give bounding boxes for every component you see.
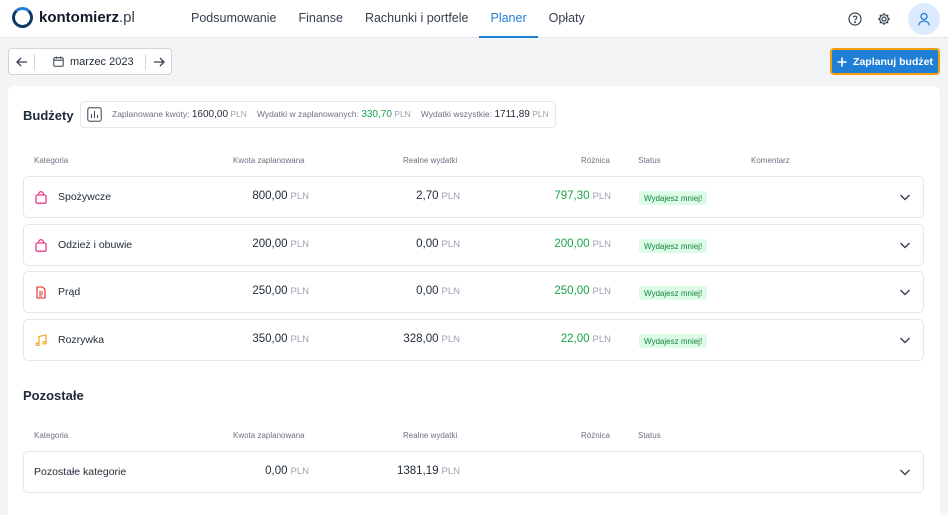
divider	[34, 53, 35, 70]
arrow-left-icon	[15, 57, 27, 66]
nav-rachunki-i-portfele[interactable]: Rachunki i portfele	[364, 11, 469, 25]
arrow-right-icon	[153, 57, 165, 66]
planned-amount: 800,00 PLN	[252, 190, 309, 202]
others-table-header: Kategoria Kwota zaplanowana Realne wydat…	[23, 431, 924, 445]
planned-amount: 0,00 PLN	[265, 465, 309, 477]
category-name: Prąd	[58, 286, 81, 298]
budget-summary: Zaplanowane kwoty: 1600,00 PLN Wydatki w…	[80, 101, 556, 128]
planned-amount: 250,00 PLN	[252, 285, 309, 297]
nav-planer[interactable]: Planer	[479, 0, 538, 38]
budget-row-rozrywka[interactable]: Rozrywka 350,00 PLN 328,00 PLN 22,00 PLN Wy…	[23, 319, 924, 361]
next-month-button[interactable]	[146, 49, 171, 74]
actual-amount: 0,00 PLN	[416, 285, 460, 297]
plus-icon	[837, 57, 847, 66]
logo-text: kontomierz.pl	[39, 9, 135, 26]
logo[interactable]: kontomierz.pl	[12, 7, 135, 28]
column-actual: Realne wydatki	[403, 156, 458, 165]
document-icon	[35, 286, 47, 299]
others-title: Pozostałe	[23, 388, 84, 403]
planned-value: 1600,00	[191, 109, 229, 120]
logo-icon	[12, 7, 33, 28]
column-category: Kategoria	[34, 156, 69, 165]
nav-oplaty[interactable]: Opłaty	[548, 11, 585, 25]
column-actual: Realne wydatki	[403, 431, 458, 440]
category-name: Odzież i obuwie	[58, 239, 133, 251]
top-icons	[848, 0, 948, 38]
plan-budget-label: Zaplanuj budżet	[853, 55, 933, 68]
divider	[145, 53, 146, 70]
category-name: Spożywcze	[58, 191, 112, 203]
difference-amount: 22,00 PLN	[560, 333, 611, 345]
help-circle-icon[interactable]	[848, 12, 862, 26]
actual-amount: 328,00 PLN	[403, 333, 460, 345]
gear-icon[interactable]	[877, 12, 891, 26]
nav-podsumowanie[interactable]: Podsumowanie	[191, 11, 277, 25]
status-badge: Wydajesz mniej!	[639, 191, 708, 205]
chevron-down-icon[interactable]	[899, 335, 911, 345]
column-comment: Komentarz	[751, 156, 790, 165]
status-badge: Wydajesz mniej!	[639, 286, 708, 300]
column-planned: Kwota zaplanowana	[233, 156, 305, 165]
top-bar: kontomierz.pl Podsumowanie Finanse Rachu…	[0, 0, 948, 38]
column-category: Kategoria	[34, 431, 69, 440]
plan-budget-button[interactable]: Zaplanuj budżet	[830, 48, 940, 75]
spent-all: Wydatki wszystkie: 1711,89 PLN	[420, 109, 549, 120]
status-badge: Wydajesz mniej!	[639, 239, 708, 253]
spent-all-value: 1711,89	[494, 109, 530, 120]
difference-amount: 200,00 PLN	[554, 238, 611, 250]
spent-planned-value: 330,70	[361, 109, 392, 120]
chevron-down-icon[interactable]	[899, 467, 911, 477]
shopping-bag-icon	[35, 239, 47, 252]
previous-month-button[interactable]	[9, 49, 34, 74]
planned-amount: 200,00 PLN	[252, 238, 309, 250]
category-name: Rozrywka	[58, 334, 105, 346]
budget-row-spozywcze[interactable]: Spożywcze 800,00 PLN 2,70 PLN 797,30 PLN Wy…	[23, 176, 924, 218]
month-label: marzec 2023	[70, 55, 134, 68]
music-note-icon	[35, 334, 47, 347]
chevron-down-icon[interactable]	[899, 192, 911, 202]
month-display[interactable]: marzec 2023	[35, 56, 145, 68]
chevron-down-icon[interactable]	[899, 287, 911, 297]
budgets-title: Budżety	[23, 108, 74, 123]
column-status: Status	[638, 156, 661, 165]
planned-amounts: Zaplanowane kwoty: 1600,00 PLN	[112, 109, 247, 120]
actual-amount: 0,00 PLN	[416, 238, 460, 250]
actual-amount: 2,70 PLN	[416, 190, 460, 202]
status-badge: Wydajesz mniej!	[639, 334, 708, 348]
main-nav: Podsumowanie Finanse Rachunki i portfele…	[180, 0, 596, 38]
nav-finanse[interactable]: Finanse	[298, 11, 343, 25]
difference-amount: 797,30 PLN	[554, 190, 611, 202]
column-diff: Różnica	[581, 431, 610, 440]
difference-amount: 250,00 PLN	[554, 285, 611, 297]
bar-chart-icon[interactable]	[87, 107, 102, 122]
user-icon[interactable]	[908, 3, 940, 35]
column-status: Status	[638, 431, 661, 440]
chevron-down-icon[interactable]	[899, 240, 911, 250]
spent-in-planned: Wydatki w zaplanowanych: 330,70 PLN	[256, 109, 411, 120]
budget-row-prad[interactable]: Prąd 250,00 PLN 0,00 PLN 250,00 PLN Wydajes…	[23, 271, 924, 313]
column-diff: Różnica	[581, 156, 610, 165]
calendar-icon	[53, 56, 64, 67]
actual-amount: 1381,19 PLN	[396, 465, 460, 477]
planner-card: Budżety Zaplanowane kwoty: 1600,00 PLN W…	[8, 86, 940, 515]
budgets-table-header: Kategoria Kwota zaplanowana Realne wydat…	[23, 156, 924, 170]
shopping-bag-icon	[35, 191, 47, 204]
category-name: Pozostałe kategorie	[34, 466, 127, 478]
budget-row-odziez-i-obuwie[interactable]: Odzież i obuwie 200,00 PLN 0,00 PLN 200,00…	[23, 224, 924, 266]
others-row[interactable]: Pozostałe kategorie 0,00 PLN 1381,19 PLN	[23, 451, 924, 493]
month-switcher: marzec 2023	[8, 48, 172, 75]
column-planned: Kwota zaplanowana	[233, 431, 305, 440]
planned-amount: 350,00 PLN	[252, 333, 309, 345]
